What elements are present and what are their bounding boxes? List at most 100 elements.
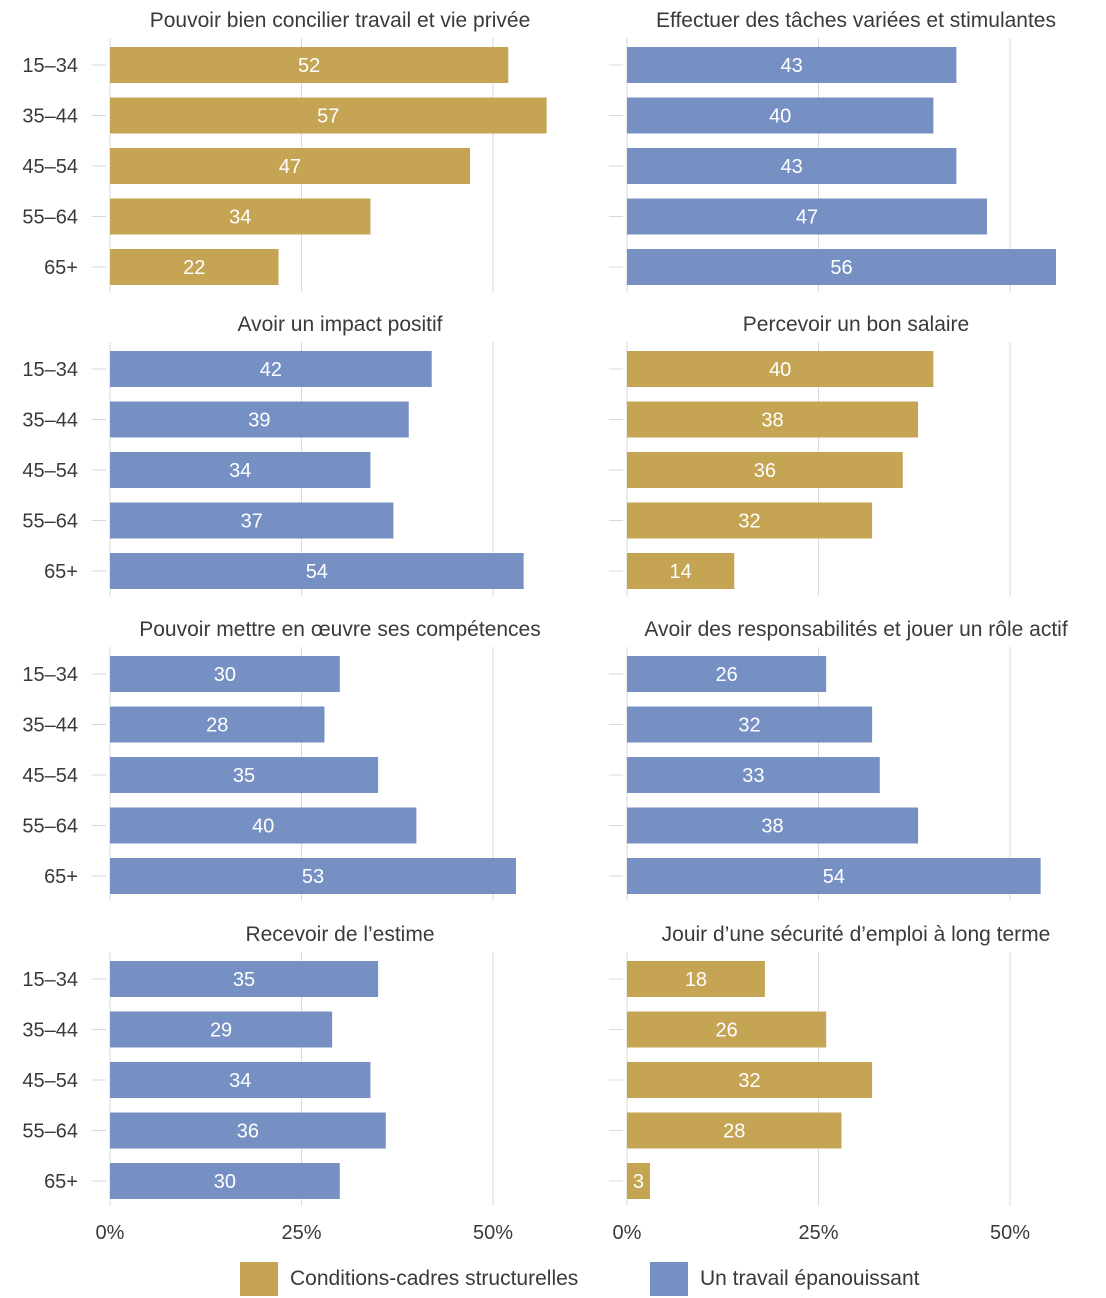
category-label: 55–64 — [22, 207, 78, 229]
bar — [110, 198, 371, 235]
category-label: 15–34 — [22, 969, 78, 991]
panel-8: Jouir d’une sécurité d’emploi à long ter… — [609, 923, 1050, 1244]
bar-value-label: 47 — [279, 156, 301, 178]
bar — [627, 858, 1041, 894]
legend-label-structural: Conditions-cadres structurelles — [290, 1267, 579, 1290]
bar-value-label: 40 — [769, 359, 791, 381]
category-label: 35–44 — [22, 106, 78, 128]
bar — [110, 452, 371, 488]
bar-value-label: 32 — [738, 511, 760, 533]
bar-value-label: 57 — [317, 106, 339, 128]
bar-value-label: 53 — [302, 866, 324, 888]
bar — [110, 858, 516, 894]
small-multiples-chart: Pouvoir bien concilier travail et vie pr… — [22, 9, 1068, 1244]
legend-label-fulfilling: Un travail épanouissant — [700, 1267, 920, 1290]
bar — [627, 706, 873, 743]
x-tick-label: 0% — [96, 1222, 125, 1244]
legend-swatch-structural — [240, 1262, 278, 1296]
bar-value-label: 36 — [237, 1121, 259, 1143]
category-label: 55–64 — [22, 1121, 78, 1143]
bar — [627, 1062, 873, 1098]
bar — [627, 1163, 650, 1199]
panel-title: Recevoir de l’estime — [245, 923, 434, 946]
bar — [627, 502, 873, 539]
category-label: 55–64 — [22, 511, 78, 533]
panel-title: Avoir un impact positif — [237, 313, 442, 336]
category-label: 65+ — [44, 257, 78, 279]
bar-value-label: 35 — [233, 765, 255, 787]
legend-swatch-fulfilling — [650, 1262, 688, 1296]
bar-value-label: 38 — [761, 410, 783, 432]
panel-3: Avoir un impact positif 15–34 42 35–44 39 45–… — [22, 313, 524, 596]
bar — [110, 351, 432, 387]
bar-value-label: 30 — [214, 664, 236, 686]
bar-value-label: 33 — [742, 765, 764, 787]
category-label: 55–64 — [22, 816, 78, 838]
category-label: 35–44 — [22, 410, 78, 432]
x-tick-label: 25% — [798, 1222, 838, 1244]
category-label: 35–44 — [22, 715, 78, 737]
bar-value-label: 56 — [830, 257, 852, 279]
bar-value-label: 30 — [214, 1171, 236, 1193]
bar-value-label: 43 — [781, 156, 803, 178]
x-tick-label: 25% — [281, 1222, 321, 1244]
bar — [110, 1011, 333, 1048]
bar-value-label: 26 — [715, 664, 737, 686]
x-tick-label: 0% — [613, 1222, 642, 1244]
bar-value-label: 34 — [229, 1070, 251, 1092]
bar — [110, 706, 325, 743]
bar — [627, 97, 934, 134]
bar — [110, 656, 340, 692]
category-label: 45–54 — [22, 460, 78, 482]
bar — [110, 502, 394, 539]
bar — [110, 757, 379, 793]
category-label: 35–44 — [22, 1020, 78, 1042]
panel-7: Recevoir de l’estime 15–34 35 35–44 29 45–54 3… — [22, 923, 513, 1244]
bar — [110, 249, 279, 285]
panel-6: Avoir des responsabilités et jouer un rô… — [609, 618, 1068, 901]
bar-value-label: 54 — [823, 866, 845, 888]
bar-value-label: 52 — [298, 55, 320, 77]
category-label: 65+ — [44, 866, 78, 888]
bar-value-label: 40 — [769, 106, 791, 128]
bar — [627, 757, 880, 793]
bar — [627, 47, 957, 83]
panel-5: Pouvoir mettre en œuvre ses compétences 1… — [22, 618, 541, 901]
bar-value-label: 38 — [761, 816, 783, 838]
bar — [627, 961, 765, 997]
bar — [110, 553, 524, 589]
bar — [110, 148, 471, 184]
legend: Conditions-cadres structurelles Un trava… — [0, 1262, 1106, 1298]
category-label: 15–34 — [22, 664, 78, 686]
bar — [110, 1112, 386, 1149]
panel-2: Effectuer des tâches variées et stimulan… — [609, 9, 1056, 292]
bar — [110, 47, 509, 83]
bar-value-label: 40 — [252, 816, 274, 838]
bar — [627, 249, 1056, 285]
x-tick-label: 50% — [473, 1222, 513, 1244]
category-label: 45–54 — [22, 156, 78, 178]
bar — [627, 401, 919, 438]
panel-1: Pouvoir bien concilier travail et vie pr… — [22, 9, 547, 292]
x-tick-label: 50% — [990, 1222, 1030, 1244]
panel-title: Percevoir un bon salaire — [743, 313, 969, 336]
bar — [627, 452, 903, 488]
bar-value-label: 43 — [781, 55, 803, 77]
bar-value-label: 42 — [260, 359, 282, 381]
bar — [627, 1112, 842, 1149]
panel-title: Pouvoir mettre en œuvre ses compétences — [139, 618, 541, 641]
bar — [627, 1011, 827, 1048]
bar — [627, 351, 934, 387]
panel-title: Pouvoir bien concilier travail et vie pr… — [150, 9, 531, 32]
bar — [110, 401, 409, 438]
bar-value-label: 54 — [306, 561, 328, 583]
category-label: 15–34 — [22, 359, 78, 381]
category-label: 65+ — [44, 1171, 78, 1193]
bar-value-label: 29 — [210, 1020, 232, 1042]
category-label: 65+ — [44, 561, 78, 583]
bar-value-label: 18 — [685, 969, 707, 991]
panel-title: Effectuer des tâches variées et stimulan… — [656, 9, 1056, 32]
bar-value-label: 3 — [633, 1171, 644, 1193]
bar — [110, 1163, 340, 1199]
